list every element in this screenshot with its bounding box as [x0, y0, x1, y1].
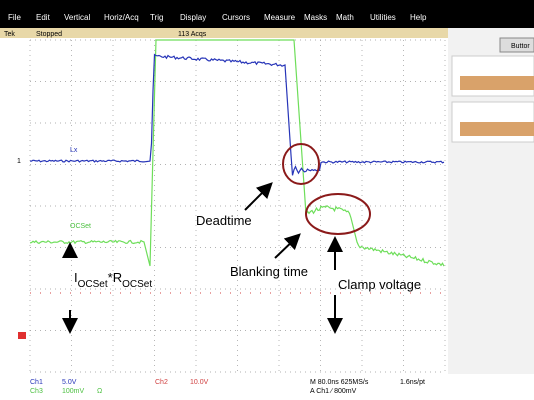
brand: Tek	[4, 31, 15, 38]
menu-item[interactable]: Vertical	[64, 13, 90, 22]
ch1-label: Lx	[70, 147, 78, 154]
scope-screen: File Edit Vertical Horiz/Acq Trig Display Curs…	[0, 0, 534, 400]
formula-sub: OCSet	[78, 279, 108, 290]
resolution: 1.6ns/pt	[400, 379, 425, 386]
blanking: Blanking time	[230, 264, 308, 279]
ch1-scale: 5.0V	[62, 379, 77, 386]
ch3-coupling: Ω	[97, 388, 102, 395]
ch2: Ch2	[155, 379, 168, 386]
ch2-label: OCSet	[70, 223, 91, 230]
ch1: Ch1	[30, 379, 43, 386]
side-button-label: Buttor	[511, 43, 530, 50]
ch1-marker: 1	[17, 158, 21, 165]
menu-item[interactable]: Edit	[36, 13, 51, 22]
ch3-scale: 100mV	[62, 388, 85, 395]
menu-item[interactable]: Horiz/Acq	[104, 13, 139, 22]
formula-sub: OCSet	[122, 279, 152, 290]
menu-item[interactable]: Display	[180, 13, 206, 22]
trigger: A Ch1 ∕ 800mV	[310, 388, 357, 395]
menu-item[interactable]: Trig	[150, 13, 163, 22]
horizontal: M 80.0ns 625MS/s	[310, 379, 369, 386]
acqs: 113 Acqs	[178, 31, 207, 38]
menu-item[interactable]: Utilities	[370, 13, 396, 22]
panel-fill	[460, 76, 534, 90]
ch2-scale: 10.0V	[190, 379, 209, 386]
menu-item[interactable]: Help	[410, 13, 427, 22]
state: Stopped	[36, 31, 62, 38]
panel-fill	[460, 122, 534, 136]
menu-item[interactable]: File	[8, 13, 21, 22]
status-bar	[0, 28, 448, 38]
ch3: Ch3	[30, 388, 43, 395]
formula-r: *R	[108, 270, 122, 285]
menu-item[interactable]: Measure	[264, 13, 296, 22]
menu-item[interactable]: Masks	[304, 13, 327, 22]
clamp: Clamp voltage	[338, 277, 421, 292]
ch3-marker	[18, 332, 26, 339]
menu-item[interactable]: Cursors	[222, 13, 250, 22]
menu-item[interactable]: Math	[336, 13, 354, 22]
deadtime: Deadtime	[196, 213, 252, 228]
